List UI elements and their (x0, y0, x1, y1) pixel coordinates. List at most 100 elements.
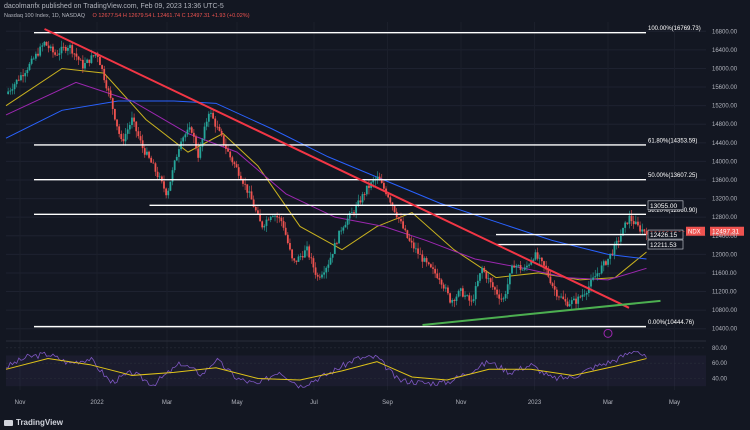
candle-body (453, 300, 456, 302)
candle-body (357, 200, 360, 206)
candle-body (109, 90, 112, 99)
level-label: 100.00%(16769.73) (648, 26, 701, 32)
candle-body (71, 45, 74, 54)
candle-body (365, 185, 368, 195)
candle-body (156, 171, 159, 178)
candle-body (199, 146, 202, 158)
time-tick-label: May (669, 400, 680, 406)
candle-body (372, 180, 375, 183)
candle-body (75, 53, 78, 57)
candle-body (459, 288, 462, 291)
fib-levels: 100.00%(16769.73) 61.80%(14353.59) 50.00%(… (34, 26, 744, 328)
candle-body (291, 249, 293, 259)
candle-body (295, 260, 298, 262)
candle-body (252, 199, 255, 208)
candle-body (583, 294, 586, 296)
candle-body (128, 125, 131, 130)
time-tick-label: May (231, 400, 242, 406)
candle-body (487, 278, 490, 280)
candle-body (622, 227, 624, 236)
moving-averages (5, 67, 647, 281)
rsi-panel: 40.00 60.00 80.00 (5, 346, 728, 389)
candle-body (280, 217, 283, 222)
candle-body (15, 79, 18, 85)
candle-body (105, 80, 108, 89)
candle-body (154, 163, 157, 172)
candle-body (590, 279, 592, 287)
candle-body (605, 261, 607, 265)
candle-body (257, 210, 259, 214)
candle-body (333, 242, 336, 254)
candle-body (314, 267, 317, 275)
candle-body (289, 243, 291, 250)
candle-body (558, 296, 560, 298)
candle-body (555, 289, 558, 297)
candle-body (438, 278, 441, 280)
candle-body (146, 151, 148, 155)
tradingview-brand[interactable]: TradingView (4, 418, 63, 427)
candle-body (60, 46, 63, 54)
candle-body (282, 221, 285, 228)
candle-body (293, 258, 296, 261)
candle-body (387, 194, 390, 198)
price-tick-label: 12800.00 (712, 215, 738, 221)
candle-body (26, 69, 29, 74)
candle-body (530, 261, 533, 265)
candle-body (84, 62, 86, 69)
candle-body (402, 221, 405, 229)
candle-body (592, 277, 595, 280)
candle-body (304, 250, 306, 258)
candle-body (58, 53, 61, 55)
tradingview-logo-icon (4, 419, 13, 426)
candle-body (216, 126, 219, 128)
candle-body (323, 272, 326, 275)
candle-body (577, 296, 580, 304)
time-tick-label: 2023 (528, 400, 542, 406)
candle-body (120, 133, 123, 140)
candle-body (637, 221, 639, 226)
candle-body (329, 257, 332, 265)
candle-body (547, 269, 550, 277)
price-tick-label: 16000.00 (712, 66, 738, 72)
candle-body (90, 55, 93, 63)
candle-body (602, 261, 605, 266)
candle-body (504, 294, 507, 299)
candle-body (440, 279, 443, 285)
candle-body (568, 304, 571, 307)
candle-body (39, 46, 42, 56)
candle-body (67, 48, 69, 51)
candle-body (425, 258, 428, 263)
rsi-tick-label: 80.00 (712, 346, 728, 352)
candle-body (133, 117, 135, 122)
ma-short-line (5, 67, 647, 281)
ohlc-values: O 12677.54 H 12679.54 L 12461.74 C 12497… (92, 13, 250, 19)
candle-body (239, 175, 242, 180)
candle-body (220, 130, 223, 136)
candle-body (197, 148, 200, 158)
time-tick-label: 2022 (90, 400, 104, 406)
candle-body (165, 188, 168, 196)
candle-body (560, 296, 562, 298)
price-tick-label: 10400.00 (712, 327, 738, 333)
candle-body (513, 265, 516, 268)
candle-body (628, 215, 631, 224)
candle-body (325, 267, 328, 273)
candle-body (634, 221, 637, 225)
candle-body (308, 246, 311, 258)
candle-body (261, 221, 264, 228)
time-tick-label: Nov (15, 400, 26, 406)
candle-body (549, 276, 552, 284)
symbol-tag-label: NDX (688, 230, 701, 236)
candle-body (306, 246, 308, 251)
candle-body (111, 98, 114, 109)
symbol-tag (686, 226, 705, 236)
candle-body (528, 264, 530, 266)
level-box (647, 239, 684, 250)
trendline-ascending (422, 299, 661, 326)
candle-body (195, 136, 197, 149)
candle-body (594, 276, 597, 278)
candle-body (476, 280, 479, 287)
candle-body (233, 162, 236, 165)
candle-body (28, 63, 31, 70)
